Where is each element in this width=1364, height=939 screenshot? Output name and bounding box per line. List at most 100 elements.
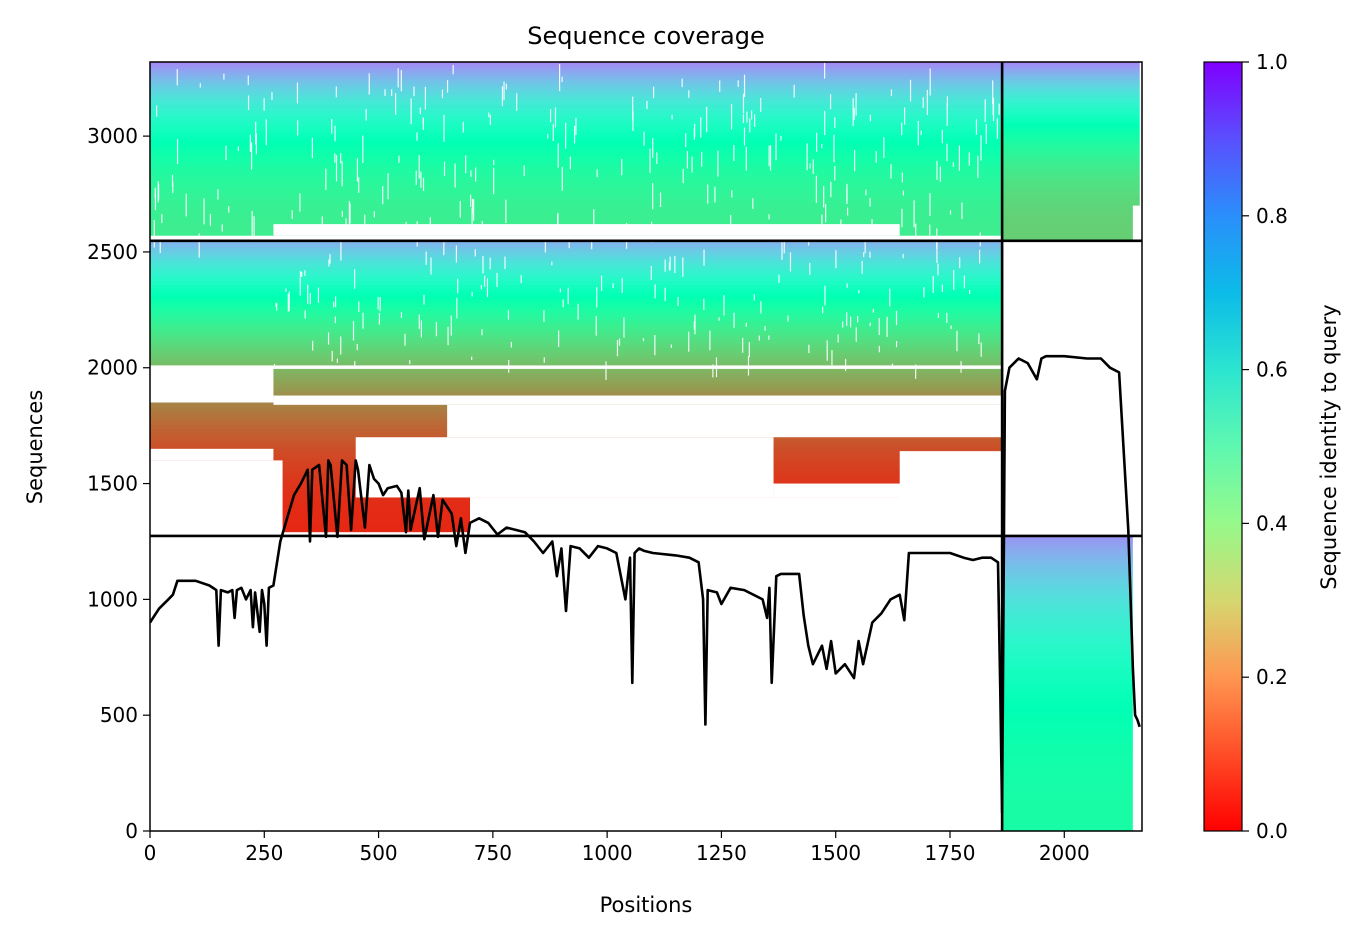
alignment-speckle: [577, 303, 579, 320]
alignment-speckle: [846, 283, 848, 288]
alignment-speckle: [804, 232, 806, 240]
alignment-speckle: [693, 320, 695, 330]
coverage-strip: [150, 388, 1003, 393]
alignment-speckle: [329, 254, 331, 264]
alignment-speckle: [471, 356, 473, 361]
coverage-strip: [150, 175, 1003, 179]
coverage-strip: [1002, 216, 1140, 220]
coverage-strip: [1002, 202, 1140, 206]
alignment-speckle: [748, 342, 750, 357]
alignment-speckle: [737, 80, 739, 87]
coverage-strip: [1002, 153, 1140, 157]
coverage-strip: [150, 362, 1003, 367]
alignment-speckle: [872, 309, 874, 313]
coverage-strip: [1002, 617, 1140, 622]
alignment-speckle: [831, 350, 833, 366]
alignment-speckle: [901, 172, 903, 183]
coverage-strip: [150, 191, 1003, 195]
alignment-speckle: [557, 212, 559, 230]
alignment-speckle: [371, 229, 374, 238]
x-tick-label: 1000: [582, 841, 633, 865]
alignment-speckle: [296, 82, 299, 104]
alignment-speckle: [481, 329, 483, 336]
alignment-speckle: [883, 137, 885, 158]
alignment-speckle: [465, 155, 467, 174]
alignment-speckle: [544, 232, 546, 253]
coverage-strip: [150, 68, 1003, 72]
x-axis-label: Positions: [600, 893, 693, 917]
alignment-speckle: [452, 64, 454, 75]
coverage-strip: [1002, 653, 1140, 659]
alignment-speckle: [936, 228, 938, 250]
alignment-speckle: [247, 95, 250, 111]
alignment-speckle: [840, 219, 842, 240]
x-axis-ticks: 0 250 500 750 1000 1250 1500 1750 2000: [144, 831, 1090, 865]
alignment-speckle: [176, 69, 178, 86]
alignment-speckle: [309, 292, 311, 305]
coverage-strip: [1002, 149, 1140, 153]
coverage-strip: [150, 102, 1003, 106]
alignment-speckle: [621, 278, 623, 294]
alignment-speckle: [543, 357, 545, 363]
alignment-speckle: [632, 96, 634, 121]
alignment-speckle: [398, 155, 400, 163]
alignment-speckle: [824, 285, 826, 306]
coverage-strip: [1002, 173, 1140, 177]
alignment-speckle: [559, 63, 561, 92]
coverage-strip: [150, 255, 1003, 260]
coverage-strip: [150, 106, 1003, 110]
coverage-strip: [150, 277, 1003, 282]
x-tick-label: 1500: [810, 841, 861, 865]
alignment-speckle: [596, 287, 598, 308]
alignment-speckle: [299, 193, 301, 212]
alignment-speckle: [217, 189, 219, 200]
alignment-speckle: [569, 156, 572, 170]
alignment-speckle: [561, 76, 563, 83]
alignment-speckle: [153, 220, 155, 248]
coverage-strip: [150, 167, 1003, 170]
alignment-speckle: [929, 193, 931, 216]
alignment-speckle: [596, 169, 598, 178]
colorbar-tick-label: 0.8: [1256, 204, 1288, 228]
alignment-speckle: [913, 200, 915, 228]
alignment-speckle: [753, 294, 755, 301]
alignment-speckle: [352, 321, 355, 341]
alignment-speckle: [575, 117, 577, 135]
coverage-strip: [150, 133, 1003, 137]
coverage-strip: [150, 198, 1003, 202]
alignment-speckle: [682, 168, 684, 184]
alignment-speckle: [961, 202, 963, 220]
alignment-speckle: [664, 259, 666, 272]
alignment-speckle: [420, 320, 422, 338]
coverage-strip: [150, 77, 1003, 81]
coverage-strip: [1002, 724, 1140, 729]
y-axis-ticks: 0 500 1000 1500 2000 2500 3000: [87, 124, 150, 843]
coverage-strip: [1002, 705, 1140, 710]
coverage-strip: [1002, 801, 1140, 806]
alignment-speckle: [664, 287, 666, 302]
alignment-speckle: [340, 233, 342, 261]
alignment-speckle: [649, 148, 651, 173]
y-tick-label: 2000: [87, 356, 138, 380]
alignment-speckle: [171, 174, 174, 187]
coverage-strip: [1002, 812, 1140, 817]
alignment-speckle: [299, 271, 302, 277]
coverage-strip: [1002, 823, 1140, 828]
alignment-speckle: [760, 301, 762, 314]
alignment-speckle: [853, 107, 855, 120]
coverage-strip: [1002, 64, 1140, 68]
coverage-strip: [1002, 539, 1140, 544]
alignment-speckle: [334, 296, 337, 308]
coverage-strip: [1002, 598, 1140, 603]
alignment-speckle: [418, 314, 420, 329]
alignment-speckle: [826, 340, 828, 361]
alignment-speckle: [926, 89, 928, 115]
coverage-strip: [150, 296, 1003, 301]
alignment-speckle: [824, 111, 826, 136]
alignment-speckle: [558, 330, 560, 347]
alignment-speckle: [156, 105, 158, 117]
alignment-speckle: [809, 262, 811, 275]
coverage-strip: [150, 149, 1003, 153]
alignment-speckle: [475, 167, 477, 182]
